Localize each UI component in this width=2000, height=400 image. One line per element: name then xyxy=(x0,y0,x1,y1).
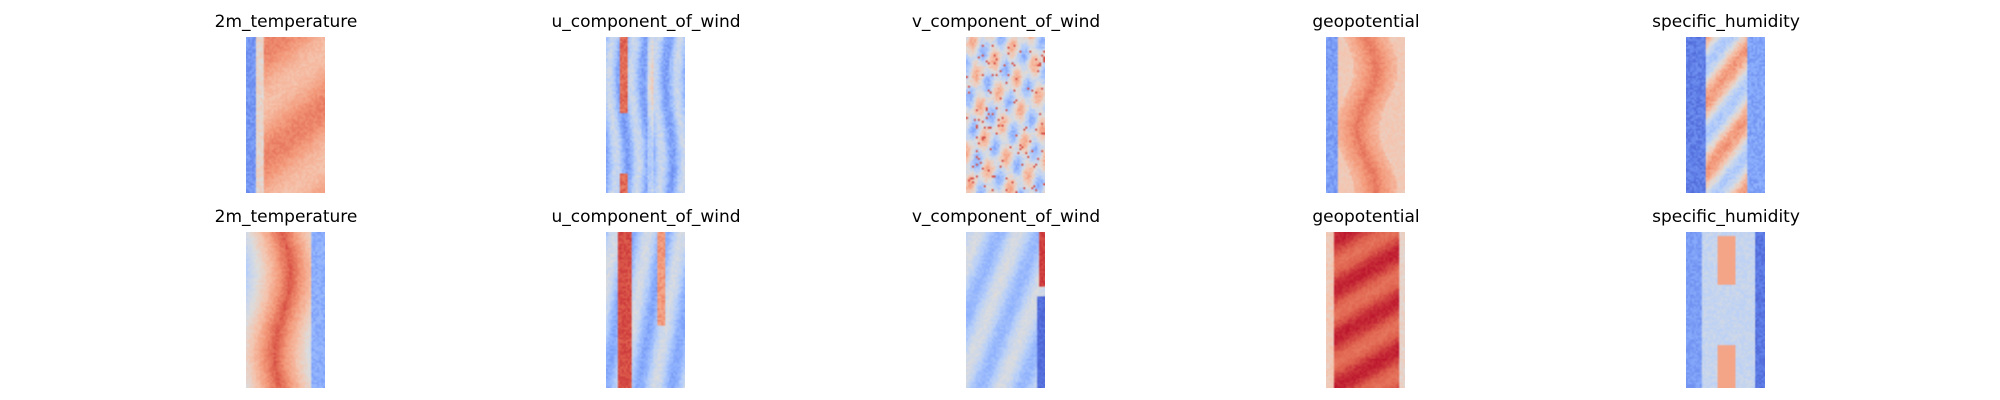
panel-title: u_component_of_wind xyxy=(551,12,741,32)
heatmap-panel xyxy=(606,37,685,193)
panel-title: v_component_of_wind xyxy=(911,12,1101,32)
heatmap-panel xyxy=(246,232,325,388)
panel-title: v_component_of_wind xyxy=(911,207,1101,227)
heatmap-panel xyxy=(1326,37,1405,193)
heatmap-panel xyxy=(966,232,1045,388)
panel-title: specific_humidity xyxy=(1652,12,1800,32)
heatmap-panel xyxy=(606,232,685,388)
panel-title: 2m_temperature xyxy=(214,207,358,227)
panel-title: u_component_of_wind xyxy=(551,207,741,227)
panel-title: geopotential xyxy=(1312,12,1420,32)
panel-title: specific_humidity xyxy=(1652,207,1800,227)
heatmap-panel xyxy=(1686,232,1765,388)
heatmap-panel xyxy=(246,37,325,193)
heatmap-panel xyxy=(966,37,1045,193)
heatmap-panel xyxy=(1326,232,1405,388)
panel-title: 2m_temperature xyxy=(214,12,358,32)
panel-title: geopotential xyxy=(1312,207,1420,227)
heatmap-panel xyxy=(1686,37,1765,193)
